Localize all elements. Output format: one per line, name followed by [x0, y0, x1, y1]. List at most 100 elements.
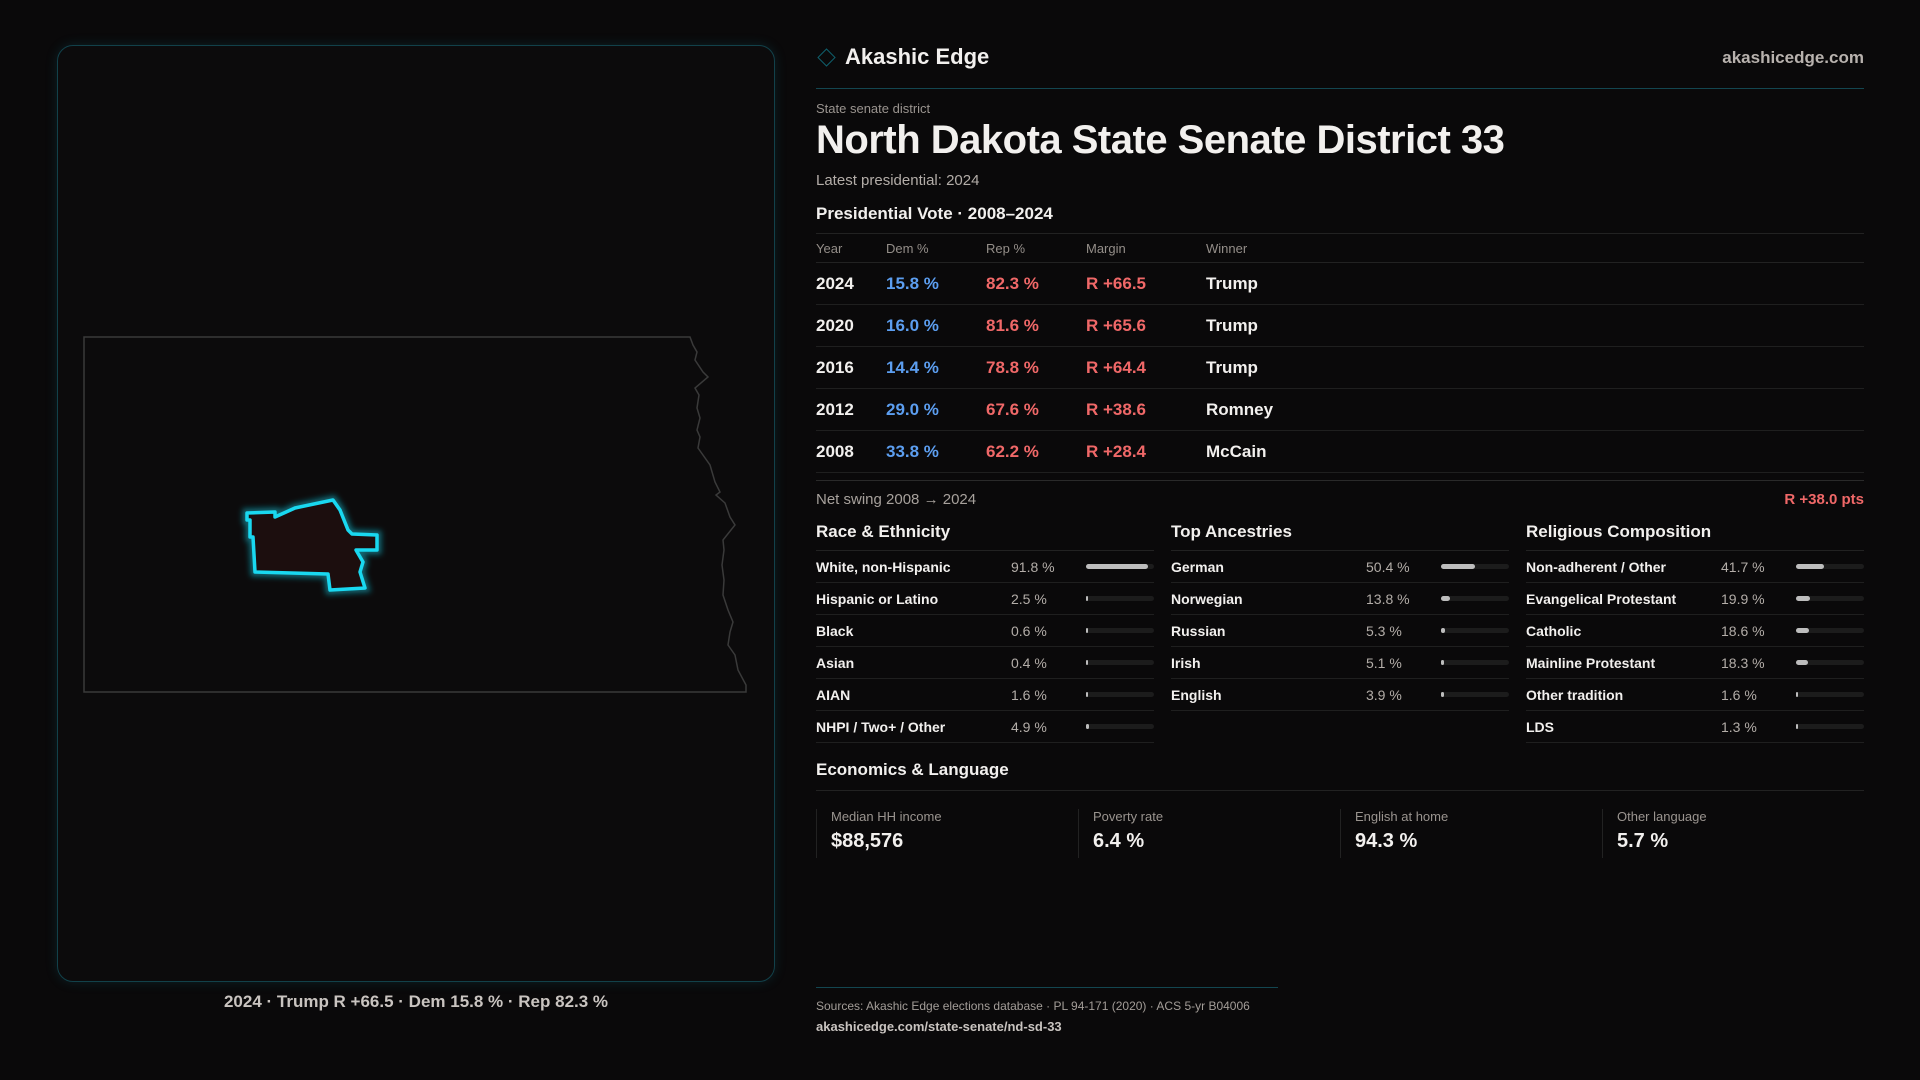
item-label: Non-adherent / Other [1526, 558, 1667, 575]
stat-value: 6.4 % [1093, 830, 1145, 852]
item-bar [1441, 692, 1509, 697]
item-bar-fill [1441, 660, 1445, 665]
cell-rep: 81.6 % [986, 304, 1086, 347]
list-item: Hispanic or Latino 2.5 % [816, 583, 1154, 615]
stat-card: Poverty rate 6.4 % [1078, 809, 1340, 858]
item-bar [1086, 564, 1154, 569]
col-header: Margin [1086, 233, 1206, 263]
item-pct: 1.6 % [1011, 686, 1047, 703]
item-bar [1796, 596, 1864, 601]
stat-card: Median HH income $88,576 [816, 809, 1078, 858]
table-row: 2012 29.0 % 67.6 % R +38.6 Romney [816, 388, 1864, 431]
cell-dem: 16.0 % [886, 304, 986, 347]
item-bar-fill [1086, 660, 1088, 665]
col-header: Year [816, 233, 886, 263]
item-bar-fill [1796, 596, 1810, 601]
item-bar-fill [1796, 628, 1809, 633]
item-pct: 18.3 % [1721, 654, 1765, 671]
demographics: Race & Ethnicity White, non-Hispanic 91.8 … [816, 520, 1864, 743]
cell-year: 2016 [816, 346, 886, 389]
list-item: German 50.4 % [1171, 551, 1509, 583]
item-pct: 19.9 % [1721, 590, 1765, 607]
stat-label: English at home [1355, 809, 1449, 824]
sources: Sources: Akashic Edge elections database… [816, 999, 1250, 1013]
item-bar-fill [1086, 596, 1088, 601]
cell-winner: Trump [1206, 304, 1864, 347]
item-label: Russian [1171, 622, 1226, 639]
cell-year: 2020 [816, 304, 886, 347]
item-label: White, non-Hispanic [816, 558, 951, 575]
cell-margin: R +65.6 [1086, 304, 1206, 347]
item-pct: 0.4 % [1011, 654, 1047, 671]
item-pct: 91.8 % [1011, 558, 1055, 575]
cell-margin: R +28.4 [1086, 430, 1206, 473]
page-url[interactable]: akashicedge.com/state-senate/nd-sd-33 [816, 1019, 1062, 1034]
cell-year: 2012 [816, 388, 886, 431]
item-bar [1086, 628, 1154, 633]
cell-winner: Romney [1206, 388, 1864, 431]
item-label: LDS [1526, 718, 1554, 735]
item-bar [1796, 692, 1864, 697]
item-pct: 1.3 % [1721, 718, 1757, 735]
list-item: Catholic 18.6 % [1526, 615, 1864, 647]
cell-winner: McCain [1206, 430, 1864, 473]
item-pct: 4.9 % [1011, 718, 1047, 735]
list-item: White, non-Hispanic 91.8 % [816, 551, 1154, 583]
item-bar-fill [1086, 628, 1088, 633]
page-title: North Dakota State Senate District 33 [816, 118, 1505, 162]
item-bar [1086, 724, 1154, 729]
item-bar-fill [1796, 564, 1825, 569]
item-pct: 13.8 % [1366, 590, 1410, 607]
swing-value: R +38.0 pts [1784, 491, 1864, 508]
item-bar [1796, 628, 1864, 633]
group-1: Top Ancestries German 50.4 % Norwegian 13.8 … [1171, 520, 1509, 743]
table-row: 2024 15.8 % 82.3 % R +66.5 Trump [816, 262, 1864, 305]
item-label: Evangelical Protestant [1526, 590, 1677, 607]
item-label: Asian [816, 654, 855, 671]
cell-year: 2008 [816, 430, 886, 473]
group-0: Race & Ethnicity White, non-Hispanic 91.8 … [816, 520, 1154, 743]
swing-label: Net swing 2008 → 2024 [816, 491, 977, 508]
district-shape[interactable] [245, 498, 379, 592]
item-bar [1796, 660, 1864, 665]
map-panel [57, 45, 775, 982]
list-item: Black 0.6 % [816, 615, 1154, 647]
list-item: Non-adherent / Other 41.7 % [1526, 551, 1864, 583]
item-bar-fill [1441, 692, 1444, 697]
item-pct: 5.1 % [1366, 654, 1402, 671]
cell-margin: R +64.4 [1086, 346, 1206, 389]
item-pct: 0.6 % [1011, 622, 1047, 639]
list-item: Norwegian 13.8 % [1171, 583, 1509, 615]
latest-presidential: Latest presidential: 2024 [816, 172, 980, 189]
economics-heading: Economics & Language [816, 760, 1864, 791]
item-bar-fill [1086, 724, 1090, 729]
col-header: Winner [1206, 233, 1864, 263]
item-bar [1086, 660, 1154, 665]
stat-value: 5.7 % [1617, 830, 1669, 852]
brand[interactable]: Akashic Edge [816, 44, 989, 70]
item-bar-fill [1796, 692, 1798, 697]
site-link[interactable]: akashicedge.com [1722, 48, 1864, 67]
item-label: Black [816, 622, 854, 639]
item-label: Norwegian [1171, 590, 1243, 607]
list-item: Russian 5.3 % [1171, 615, 1509, 647]
item-bar-fill [1441, 628, 1445, 633]
item-bar-fill [1796, 724, 1798, 729]
divider [816, 88, 1864, 89]
item-label: AIAN [816, 686, 851, 703]
item-bar-fill [1441, 564, 1476, 569]
cell-dem: 14.4 % [886, 346, 986, 389]
cell-rep: 78.8 % [986, 346, 1086, 389]
cell-dem: 33.8 % [886, 430, 986, 473]
list-item: AIAN 1.6 % [816, 679, 1154, 711]
list-item: English 3.9 % [1171, 679, 1509, 711]
cell-year: 2024 [816, 262, 886, 305]
cell-rep: 67.6 % [986, 388, 1086, 431]
stat-label: Median HH income [831, 809, 942, 824]
item-pct: 18.6 % [1721, 622, 1765, 639]
item-bar-fill [1796, 660, 1809, 665]
net-swing: Net swing 2008 → 2024 R +38.0 pts [816, 480, 1864, 508]
item-bar [1086, 692, 1154, 697]
cell-dem: 29.0 % [886, 388, 986, 431]
